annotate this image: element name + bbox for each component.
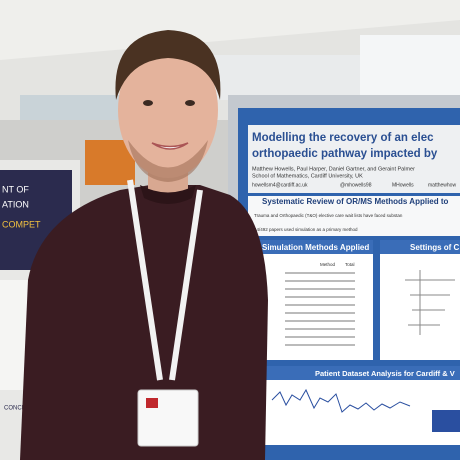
dataset-histogram <box>432 410 460 432</box>
title-band <box>248 125 460 193</box>
poster-title: Modelling the recovery of an elec <box>252 132 434 144</box>
poster-affiliation: School of Mathematics, Cardiff Universit… <box>252 173 363 179</box>
poster-github: MHowells <box>392 182 414 188</box>
review-bullet: Trauma and Orthopaedic (T&O) elective ca… <box>254 213 403 218</box>
table-header: Method <box>320 262 336 267</box>
simulation-header <box>255 240 373 254</box>
hair <box>115 30 221 100</box>
settings-plot <box>405 270 455 335</box>
left-poster-text: COMPET <box>2 219 41 229</box>
lanyard <box>127 179 203 381</box>
left-poster-text: ATION <box>2 199 29 209</box>
left-poster-text: NT OF <box>2 184 29 194</box>
table-header: Total <box>345 262 355 267</box>
simulation-heading: Simulation Methods Applied <box>262 243 369 252</box>
settings-header <box>380 240 460 254</box>
collar <box>140 185 196 204</box>
badge-logo <box>146 398 158 408</box>
beard <box>128 140 208 182</box>
dataset-heading: Patient Dataset Analysis for Cardiff & V <box>315 369 455 378</box>
review-panel <box>248 196 460 236</box>
dataset-panel <box>255 366 460 460</box>
review-bullet: 44/492 papers used simulation as a prima… <box>254 227 358 232</box>
hybrid-header <box>258 445 460 460</box>
face <box>118 42 218 178</box>
window <box>360 35 460 95</box>
table-rows <box>285 272 355 346</box>
simulation-panel <box>255 240 373 360</box>
window <box>210 55 360 100</box>
poster-twitter: @mhowells98 <box>340 182 372 188</box>
eye <box>185 100 195 106</box>
dataset-line <box>271 388 411 413</box>
sweater <box>20 185 268 460</box>
poster-email: howellsm4@cardiff.ac.uk <box>252 182 308 188</box>
poster-website: matthewhow <box>428 182 456 188</box>
poster-title: orthopaedic pathway impacted by <box>252 148 438 160</box>
eye <box>143 100 153 106</box>
smile <box>151 142 189 150</box>
dataset-header <box>255 366 460 380</box>
settings-heading: Settings of C <box>410 243 460 252</box>
poster-authors: Matthew Howells, Paul Harper, Daniel Gar… <box>252 166 415 172</box>
review-heading: Systematic Review of OR/MS Methods Appli… <box>262 197 449 206</box>
ceiling-panel <box>0 0 460 60</box>
